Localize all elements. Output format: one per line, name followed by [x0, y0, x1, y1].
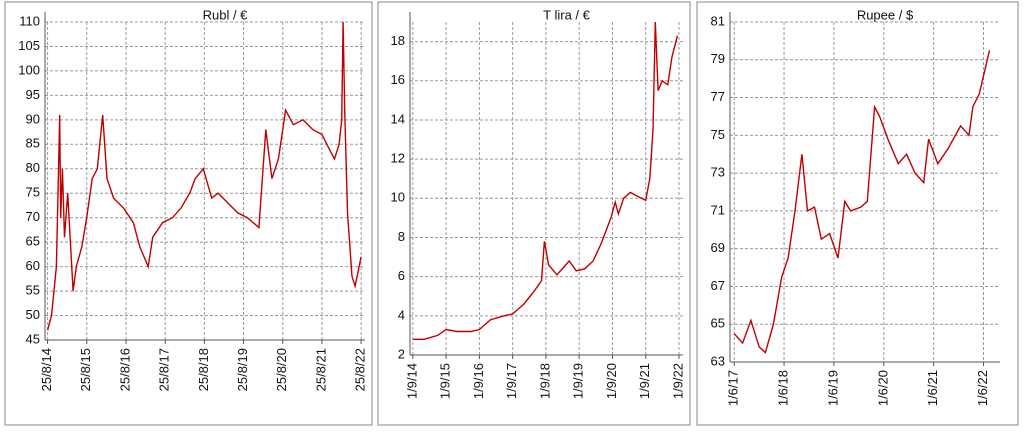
x-tick-label: 1/9/15 [438, 363, 453, 399]
x-tick-label: 25/8/21 [313, 348, 328, 391]
x-tick-label: 1/9/14 [404, 363, 419, 399]
y-tick-label: 55 [26, 283, 40, 298]
x-tick-label: 25/8/18 [196, 348, 211, 391]
y-tick-label: 81 [711, 13, 725, 28]
x-tick-label: 1/6/17 [726, 370, 741, 406]
y-tick-label: 75 [26, 185, 40, 200]
x-tick-label: 25/8/22 [353, 348, 368, 391]
y-tick-label: 73 [711, 165, 725, 180]
x-tick-label: 1/6/20 [875, 370, 890, 406]
chart-title: Rupee / $ [857, 7, 914, 22]
y-tick-label: 71 [711, 202, 725, 217]
chart-title: T lira / € [543, 7, 590, 22]
y-tick-label: 18 [391, 33, 405, 48]
y-tick-label: 85 [26, 136, 40, 151]
y-tick-label: 12 [391, 151, 405, 166]
panel-frame [696, 1, 1019, 426]
y-tick-label: 80 [26, 160, 40, 175]
y-tick-label: 100 [18, 62, 40, 77]
x-tick-label: 25/8/15 [78, 348, 93, 391]
y-tick-label: 70 [26, 209, 40, 224]
y-tick-label: 69 [711, 240, 725, 255]
x-tick-label: 1/9/16 [471, 363, 486, 399]
data-line [412, 21, 679, 340]
y-tick-label: 75 [711, 127, 725, 142]
y-tick-label: 63 [711, 353, 725, 368]
x-tick-label: 1/9/19 [571, 363, 586, 399]
y-tick-label: 65 [711, 316, 725, 331]
y-tick-label: 6 [398, 268, 405, 283]
x-tick-label: 1/9/17 [504, 363, 519, 399]
y-tick-label: 95 [26, 87, 40, 102]
x-tick-label: 1/9/22 [670, 363, 685, 399]
x-tick-label: 1/6/18 [775, 370, 790, 406]
y-tick-label: 60 [26, 258, 40, 273]
chart-title: Rubl / € [203, 7, 249, 22]
y-tick-label: 67 [711, 278, 725, 293]
x-tick-label: 25/8/14 [39, 348, 54, 391]
x-tick-label: 1/6/21 [925, 370, 940, 406]
x-tick-label: 1/9/21 [637, 363, 652, 399]
data-line [46, 21, 362, 331]
panel-frame [377, 1, 691, 426]
x-tick-label: 1/6/22 [975, 370, 990, 406]
y-tick-label: 110 [19, 13, 40, 28]
x-tick-label: 1/6/19 [825, 370, 840, 406]
y-tick-label: 4 [398, 307, 405, 322]
y-tick-label: 8 [398, 229, 405, 244]
x-tick-label: 25/8/19 [235, 348, 250, 391]
y-tick-label: 2 [398, 346, 405, 361]
y-tick-label: 79 [711, 51, 725, 66]
y-tick-label: 45 [26, 331, 40, 346]
x-tick-label: 25/8/16 [117, 348, 132, 391]
x-tick-label: 1/9/20 [604, 363, 619, 399]
y-tick-label: 65 [26, 234, 40, 249]
x-tick-label: 25/8/20 [274, 348, 289, 391]
y-tick-label: 10 [391, 190, 405, 205]
x-tick-label: 1/9/18 [537, 363, 552, 399]
x-tick-label: 25/8/17 [157, 348, 172, 391]
y-tick-label: 90 [26, 111, 40, 126]
y-tick-label: 77 [711, 89, 725, 104]
data-line [733, 50, 991, 354]
y-tick-label: 14 [391, 111, 405, 126]
y-tick-label: 105 [18, 38, 40, 53]
y-tick-label: 50 [26, 307, 40, 322]
y-tick-label: 16 [391, 72, 405, 87]
